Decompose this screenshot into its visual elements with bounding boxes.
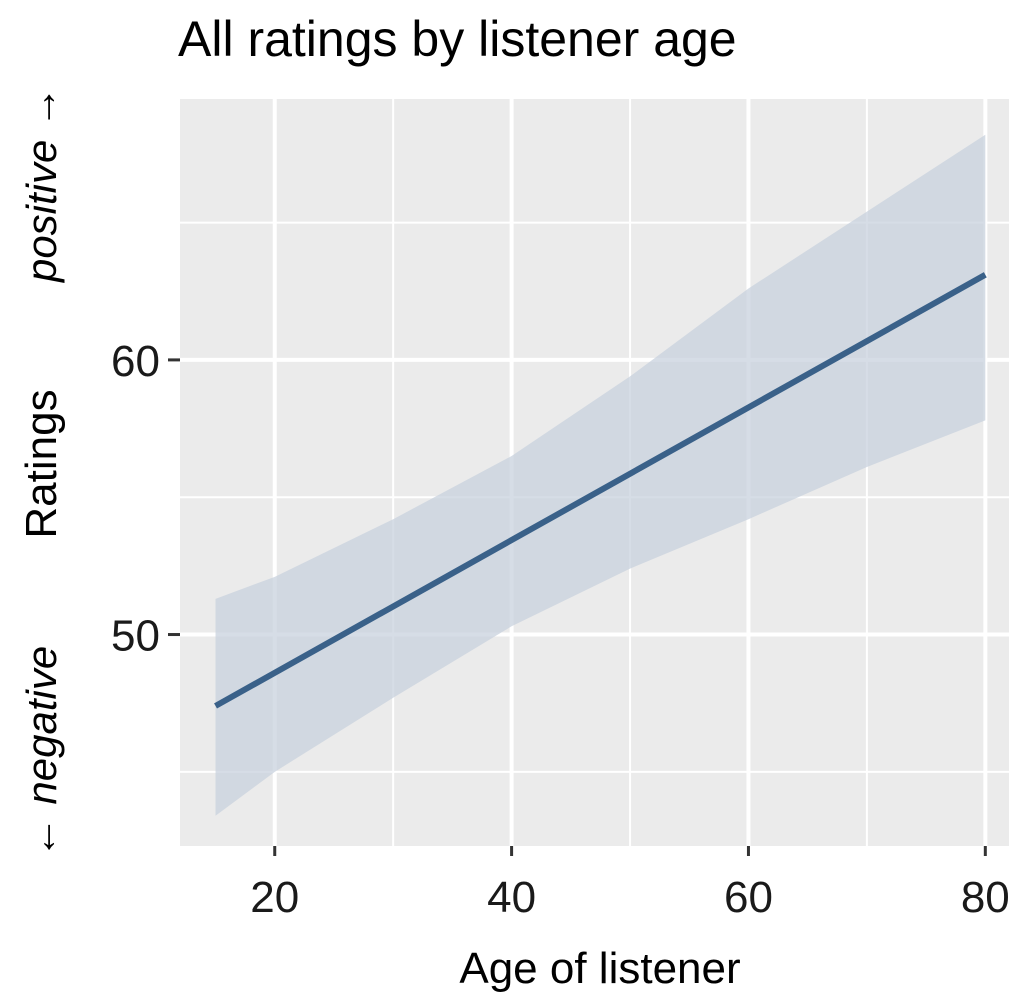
x-tick-label: 80: [961, 873, 1009, 922]
y-axis-negative-label: ← negative: [18, 646, 65, 858]
x-axis-title: Age of listener: [459, 944, 740, 993]
x-tick-label: 40: [487, 873, 536, 922]
y-axis-title: Ratings: [17, 389, 66, 538]
series-layer: [214, 134, 987, 816]
y-tick-label: 60: [111, 337, 160, 386]
confidence-band: [215, 134, 986, 816]
chart-title: All ratings by listener age: [178, 11, 737, 67]
y-axis: 50 60: [111, 337, 180, 661]
x-tick-label: 60: [724, 873, 773, 922]
regression-line: [214, 272, 987, 709]
x-axis: 20 40 60 80: [250, 846, 1009, 922]
x-tick-label: 20: [250, 873, 299, 922]
y-axis-positive-label: positive →: [18, 86, 65, 284]
y-tick-label: 50: [111, 612, 160, 661]
